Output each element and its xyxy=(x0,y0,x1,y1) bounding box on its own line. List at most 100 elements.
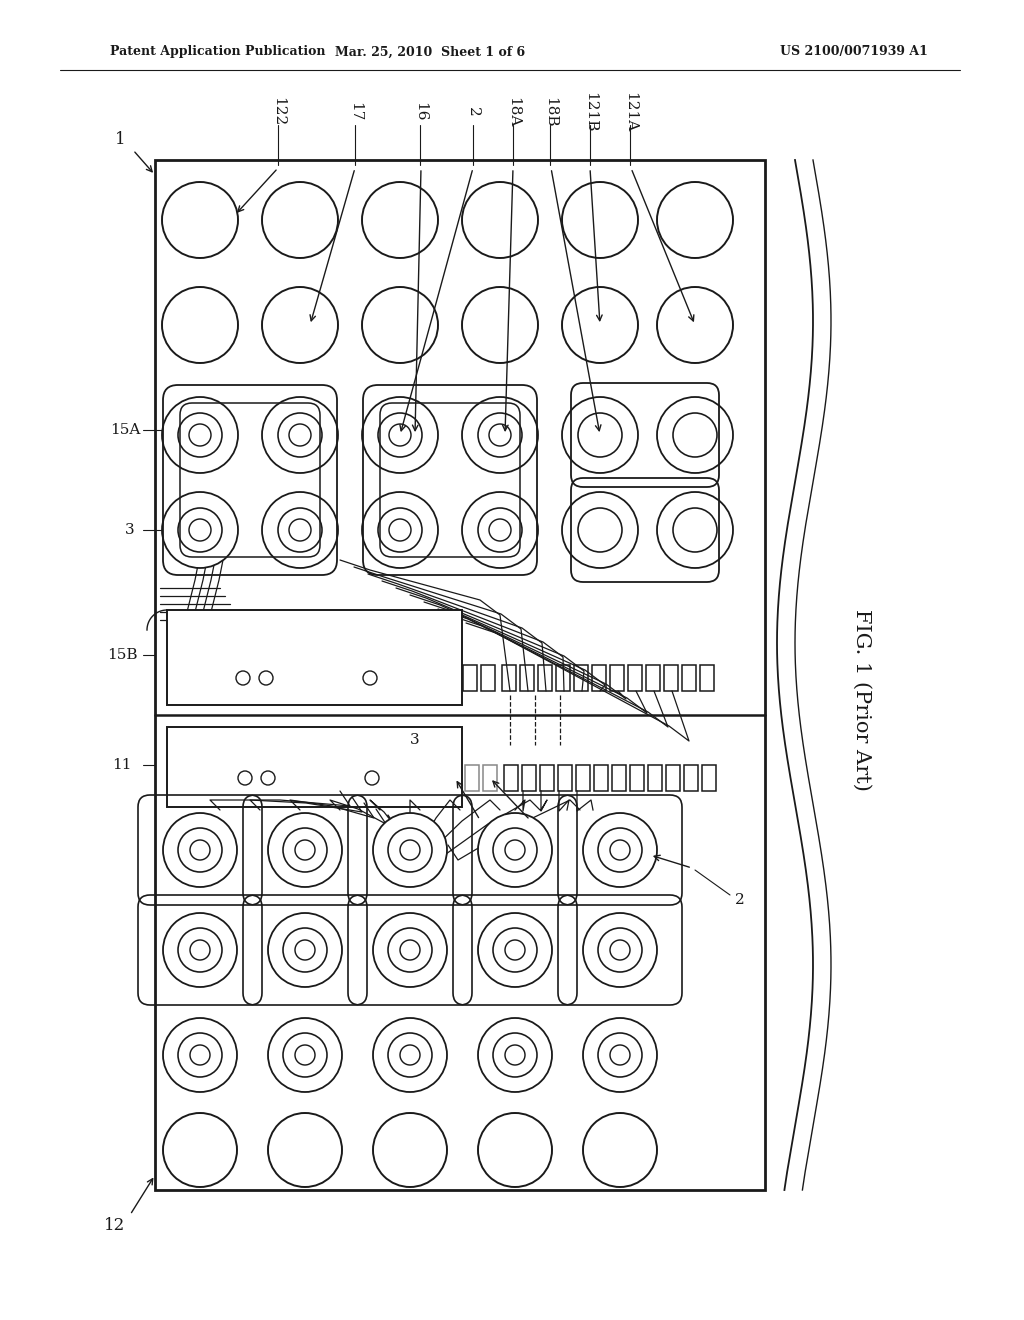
Circle shape xyxy=(362,286,438,363)
Circle shape xyxy=(583,1113,657,1187)
Circle shape xyxy=(373,813,447,887)
Bar xyxy=(250,665,266,690)
Bar xyxy=(294,665,310,690)
Bar xyxy=(481,665,495,690)
Circle shape xyxy=(262,286,338,363)
Circle shape xyxy=(378,413,422,457)
Bar xyxy=(574,665,588,690)
Bar xyxy=(463,665,477,690)
Bar xyxy=(666,766,680,791)
Circle shape xyxy=(583,1018,657,1092)
Circle shape xyxy=(373,1018,447,1092)
Circle shape xyxy=(673,413,717,457)
Circle shape xyxy=(178,508,222,552)
Circle shape xyxy=(190,840,210,861)
Text: 17: 17 xyxy=(348,103,362,121)
Bar xyxy=(594,766,608,791)
Circle shape xyxy=(163,913,237,987)
Circle shape xyxy=(268,913,342,987)
Bar xyxy=(538,665,552,690)
Text: 2: 2 xyxy=(735,894,744,907)
Bar xyxy=(465,766,479,791)
Text: 15A: 15A xyxy=(110,422,140,437)
Circle shape xyxy=(283,828,327,873)
Circle shape xyxy=(462,397,538,473)
Text: US 2100/0071939 A1: US 2100/0071939 A1 xyxy=(780,45,928,58)
Circle shape xyxy=(657,286,733,363)
Circle shape xyxy=(389,519,411,541)
Bar xyxy=(445,665,459,690)
Circle shape xyxy=(657,397,733,473)
Bar xyxy=(612,766,626,791)
Circle shape xyxy=(163,1113,237,1187)
Circle shape xyxy=(238,771,252,785)
Circle shape xyxy=(400,1045,420,1065)
Circle shape xyxy=(388,828,432,873)
Circle shape xyxy=(598,828,642,873)
Text: 121A: 121A xyxy=(623,92,637,132)
Circle shape xyxy=(462,492,538,568)
Circle shape xyxy=(478,413,522,457)
Circle shape xyxy=(365,771,379,785)
Bar xyxy=(415,665,431,690)
Bar xyxy=(648,766,662,791)
Circle shape xyxy=(462,286,538,363)
Text: FIG. 1 (Prior Art): FIG. 1 (Prior Art) xyxy=(853,609,871,791)
Text: 12: 12 xyxy=(104,1217,126,1233)
Circle shape xyxy=(462,182,538,257)
Bar xyxy=(592,665,606,690)
Bar xyxy=(520,665,534,690)
Bar xyxy=(272,766,288,791)
Circle shape xyxy=(178,1034,222,1077)
Text: 121B: 121B xyxy=(583,92,597,132)
Circle shape xyxy=(189,519,211,541)
Circle shape xyxy=(478,508,522,552)
Circle shape xyxy=(289,519,311,541)
Bar xyxy=(558,766,572,791)
Circle shape xyxy=(388,1034,432,1077)
Circle shape xyxy=(400,840,420,861)
Text: 18A: 18A xyxy=(506,96,520,127)
Circle shape xyxy=(261,771,275,785)
Text: Mar. 25, 2010  Sheet 1 of 6: Mar. 25, 2010 Sheet 1 of 6 xyxy=(335,45,525,58)
Bar xyxy=(272,665,288,690)
Text: 15B: 15B xyxy=(106,648,137,663)
Circle shape xyxy=(478,1113,552,1187)
Circle shape xyxy=(493,1034,537,1077)
Circle shape xyxy=(178,828,222,873)
Bar xyxy=(375,766,391,791)
Circle shape xyxy=(178,928,222,972)
Circle shape xyxy=(562,286,638,363)
Circle shape xyxy=(562,397,638,473)
Circle shape xyxy=(262,182,338,257)
Circle shape xyxy=(389,424,411,446)
Bar xyxy=(504,766,518,791)
Bar xyxy=(700,665,714,690)
Circle shape xyxy=(610,940,630,960)
Circle shape xyxy=(236,671,250,685)
Circle shape xyxy=(493,928,537,972)
Circle shape xyxy=(478,813,552,887)
Circle shape xyxy=(598,928,642,972)
Circle shape xyxy=(268,1018,342,1092)
Bar xyxy=(375,665,391,690)
Circle shape xyxy=(373,913,447,987)
Text: 3: 3 xyxy=(125,523,135,537)
Circle shape xyxy=(283,928,327,972)
Circle shape xyxy=(478,913,552,987)
Bar xyxy=(415,766,431,791)
Bar xyxy=(155,160,765,1191)
Circle shape xyxy=(657,182,733,257)
Text: 122: 122 xyxy=(271,98,285,127)
Circle shape xyxy=(162,492,238,568)
Circle shape xyxy=(598,1034,642,1077)
Circle shape xyxy=(295,840,315,861)
Circle shape xyxy=(268,1113,342,1187)
Circle shape xyxy=(373,1113,447,1187)
Circle shape xyxy=(278,413,322,457)
Bar xyxy=(167,610,462,705)
Circle shape xyxy=(493,828,537,873)
Bar xyxy=(684,766,698,791)
Bar xyxy=(294,766,310,791)
Bar xyxy=(502,665,516,690)
